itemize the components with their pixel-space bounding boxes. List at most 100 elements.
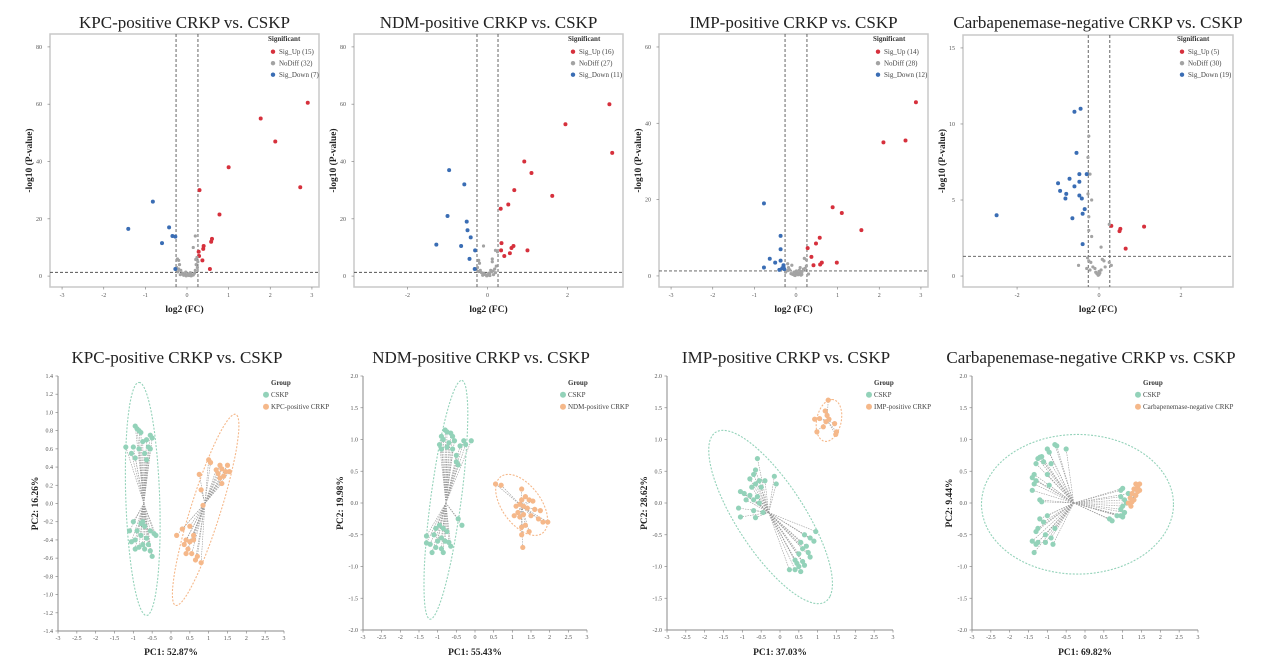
data-point: [506, 202, 511, 207]
x-tick-label: 2: [269, 293, 272, 299]
data-point: [142, 450, 148, 457]
data-point: [545, 519, 551, 525]
data-point: [1086, 192, 1090, 196]
data-point: [143, 457, 150, 463]
spider-line: [441, 449, 447, 504]
legend-swatch: [270, 61, 276, 66]
data-point: [749, 484, 755, 490]
spider-line: [768, 512, 796, 570]
x-tick-label: 3: [310, 293, 313, 299]
legend-swatch: [560, 391, 566, 398]
data-point: [493, 271, 498, 275]
spider-line: [143, 503, 153, 557]
y-tick-label: -2.0: [958, 628, 968, 634]
data-point: [177, 263, 182, 267]
x-tick-label: 0: [779, 635, 782, 641]
data-point: [1114, 513, 1120, 519]
data-point: [197, 188, 202, 193]
pca-plot-6: IMP-positive CRKP vs. CSKP PC1: 37.03% PC2…: [640, 348, 931, 658]
x-tick-label: -1: [740, 635, 745, 641]
y-tick-label: 0.0: [960, 501, 968, 507]
data-point: [207, 459, 214, 466]
data-point: [825, 397, 831, 403]
y-tick-label: 1.2: [46, 392, 54, 398]
data-point: [217, 212, 222, 217]
y-tick-label: 60: [340, 102, 346, 108]
data-point: [1077, 193, 1082, 198]
legend: Group CSKP IMP-positive CRKP: [866, 379, 931, 411]
data-point: [1048, 535, 1054, 541]
x-tick-label: 1: [1121, 635, 1124, 641]
y-axis-label: -log10 (P-value): [937, 129, 948, 193]
data-point: [181, 541, 187, 548]
y-tick-label: 15: [949, 46, 955, 52]
data-point: [550, 193, 555, 198]
data-point: [832, 421, 838, 427]
data-point: [209, 239, 214, 244]
legend-label: NoDiff (32): [279, 60, 313, 68]
data-point: [184, 274, 188, 278]
data-point: [423, 533, 430, 539]
spider-line: [195, 503, 206, 561]
legend-label: Sig_Up (14): [884, 48, 919, 56]
y-tick-label: -1.4: [44, 629, 54, 635]
volcano-plot-0: KPC-positive CRKP vs. CSKP log2 (FC) -log1…: [24, 13, 320, 315]
x-tick-label: 0: [486, 293, 489, 299]
x-tick-label: -2: [101, 293, 106, 299]
data-point: [773, 481, 779, 487]
data-point: [1118, 487, 1124, 493]
spider-line: [431, 502, 447, 553]
data-point: [179, 526, 185, 532]
spider-line: [1073, 490, 1121, 504]
data-point: [196, 260, 200, 264]
data-point: [1120, 514, 1126, 520]
data-point: [450, 433, 456, 439]
y-tick-label: -1.5: [958, 596, 968, 602]
legend: Significant Sig_Up (15) NoDiff (32) Sig_Dow…: [268, 35, 320, 79]
legend-label: NoDiff (28): [884, 60, 918, 68]
y-tick-label: 60: [36, 102, 42, 108]
y-tick-label: 10: [949, 122, 955, 128]
confidence-ellipse: [815, 398, 843, 442]
data-point: [491, 273, 496, 277]
data-point: [813, 528, 819, 535]
x-axis-label: log2 (FC): [469, 304, 507, 315]
volcano-plot-1: NDM-positive CRKP vs. CSKP log2 (FC) -log1…: [328, 13, 624, 315]
x-tick-label: 1.5: [224, 636, 232, 642]
data-point: [453, 459, 459, 465]
data-point: [511, 513, 517, 519]
data-point: [512, 188, 517, 193]
spider-line: [189, 503, 206, 527]
legend: Group CSKP KPC-positive CRKP: [263, 379, 329, 411]
data-point: [491, 269, 495, 273]
data-point: [796, 272, 801, 276]
spider-line: [131, 453, 145, 504]
spider-line: [143, 448, 151, 504]
confidence-ellipse: [495, 473, 549, 536]
data-point: [173, 266, 178, 271]
data-point: [455, 516, 461, 522]
legend-swatch: [1179, 72, 1185, 77]
data-point: [530, 498, 536, 504]
data-point: [192, 557, 199, 563]
x-tick-label: -3: [669, 293, 674, 299]
x-tick-label: 0.5: [490, 635, 498, 641]
spider-line: [204, 465, 221, 504]
x-tick-label: 0.5: [186, 636, 194, 642]
data-point: [1086, 155, 1090, 160]
spider-line: [204, 473, 219, 504]
spider-line: [749, 478, 769, 513]
data-point: [298, 185, 303, 190]
x-tick-label: 3: [586, 635, 589, 641]
x-axis-label: PC1: 69.82%: [1058, 648, 1112, 658]
confidence-ellipse: [980, 433, 1175, 575]
data-point: [136, 446, 142, 452]
data-point: [457, 443, 463, 449]
legend-swatch: [1135, 391, 1141, 398]
spider-line: [143, 459, 147, 504]
x-tick-label: 2: [566, 293, 569, 299]
chart-title: Carbapenemase-negative CRKP vs. CSKP: [953, 13, 1242, 32]
data-point: [1129, 499, 1135, 505]
